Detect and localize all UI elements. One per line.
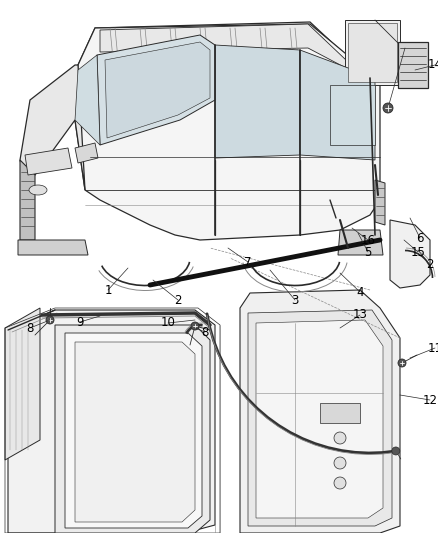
Polygon shape [320, 403, 360, 423]
Polygon shape [97, 35, 215, 145]
Polygon shape [390, 220, 430, 288]
Polygon shape [5, 308, 40, 460]
Text: 13: 13 [353, 309, 367, 321]
Polygon shape [55, 325, 210, 533]
Polygon shape [75, 24, 380, 240]
Text: 12: 12 [423, 393, 438, 407]
Polygon shape [256, 320, 383, 518]
Polygon shape [240, 290, 400, 533]
Polygon shape [20, 65, 85, 190]
Polygon shape [18, 240, 88, 255]
Text: 3: 3 [291, 294, 299, 306]
Polygon shape [75, 143, 98, 163]
Polygon shape [78, 22, 370, 78]
Text: 16: 16 [360, 233, 375, 246]
Polygon shape [8, 310, 215, 533]
Text: 8: 8 [26, 321, 34, 335]
Text: 10: 10 [161, 317, 176, 329]
Circle shape [334, 477, 346, 489]
Text: 9: 9 [76, 316, 84, 328]
Text: 2: 2 [174, 294, 182, 306]
Text: 4: 4 [356, 286, 364, 298]
Polygon shape [20, 160, 35, 240]
Polygon shape [65, 333, 202, 528]
Polygon shape [345, 20, 400, 85]
Ellipse shape [29, 185, 47, 195]
Polygon shape [300, 50, 375, 160]
Text: 5: 5 [364, 246, 372, 259]
Text: 6: 6 [416, 231, 424, 245]
Text: 14: 14 [427, 59, 438, 71]
Polygon shape [75, 55, 100, 145]
Circle shape [46, 316, 54, 324]
Polygon shape [25, 148, 72, 175]
Polygon shape [338, 230, 383, 255]
Polygon shape [330, 85, 375, 145]
Polygon shape [375, 180, 385, 225]
Circle shape [398, 359, 406, 367]
Polygon shape [398, 42, 428, 88]
Circle shape [334, 432, 346, 444]
Circle shape [392, 447, 400, 455]
Text: 2: 2 [426, 259, 434, 271]
Text: 8: 8 [201, 326, 208, 338]
Text: 1: 1 [104, 284, 112, 296]
Polygon shape [105, 42, 210, 138]
Text: 7: 7 [244, 255, 252, 269]
Polygon shape [348, 23, 397, 82]
Circle shape [191, 322, 199, 330]
Text: 15: 15 [410, 246, 425, 259]
Polygon shape [215, 45, 300, 158]
Polygon shape [248, 310, 392, 526]
Text: 11: 11 [427, 342, 438, 354]
Polygon shape [100, 24, 365, 78]
Polygon shape [75, 342, 195, 522]
Circle shape [334, 457, 346, 469]
Circle shape [383, 103, 393, 113]
